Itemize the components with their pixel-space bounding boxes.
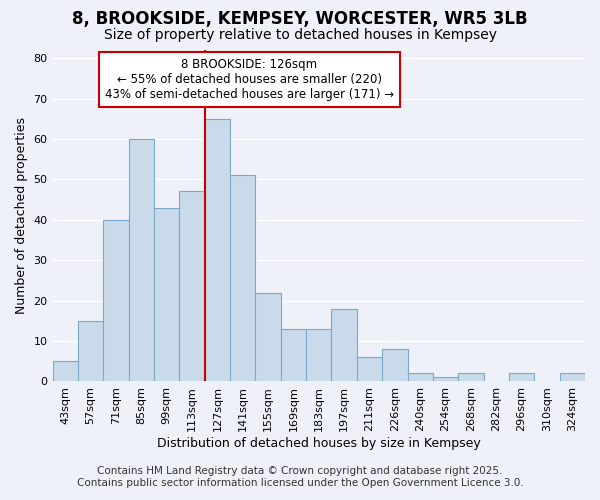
Bar <box>306 329 331 382</box>
Text: Contains HM Land Registry data © Crown copyright and database right 2025.
Contai: Contains HM Land Registry data © Crown c… <box>77 466 523 487</box>
Bar <box>382 349 407 382</box>
Bar <box>205 118 230 382</box>
Bar <box>256 292 281 382</box>
Bar <box>154 208 179 382</box>
Bar <box>53 361 78 382</box>
Text: 8 BROOKSIDE: 126sqm
← 55% of detached houses are smaller (220)
43% of semi-detac: 8 BROOKSIDE: 126sqm ← 55% of detached ho… <box>105 58 394 102</box>
Bar <box>78 321 103 382</box>
Bar <box>103 220 128 382</box>
Bar <box>407 374 433 382</box>
Bar <box>331 308 357 382</box>
Bar <box>281 329 306 382</box>
Bar <box>560 374 585 382</box>
Y-axis label: Number of detached properties: Number of detached properties <box>15 117 28 314</box>
Text: 8, BROOKSIDE, KEMPSEY, WORCESTER, WR5 3LB: 8, BROOKSIDE, KEMPSEY, WORCESTER, WR5 3L… <box>72 10 528 28</box>
Bar <box>230 176 256 382</box>
Bar <box>179 192 205 382</box>
Bar <box>433 378 458 382</box>
Bar <box>509 374 534 382</box>
Bar <box>128 139 154 382</box>
Bar <box>357 357 382 382</box>
X-axis label: Distribution of detached houses by size in Kempsey: Distribution of detached houses by size … <box>157 437 481 450</box>
Bar <box>458 374 484 382</box>
Text: Size of property relative to detached houses in Kempsey: Size of property relative to detached ho… <box>104 28 497 42</box>
